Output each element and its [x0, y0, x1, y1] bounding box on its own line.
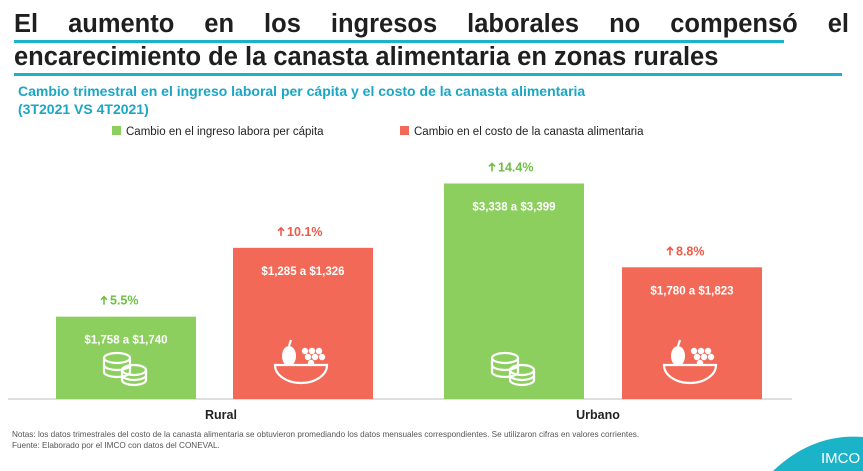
- category-label-rural: Rural: [205, 408, 237, 422]
- title-line-2: encarecimiento de la canasta alimentaria…: [14, 43, 719, 71]
- up-arrow-icon: [666, 246, 674, 256]
- bar-rural-income: [56, 316, 196, 399]
- coin-stack-right: [508, 370, 536, 387]
- title-underline-2: [14, 73, 842, 76]
- grape: [318, 353, 326, 361]
- range-label: $3,338 a $3,399: [472, 201, 555, 213]
- grape: [704, 347, 712, 355]
- legend-swatch-2: [400, 126, 409, 135]
- value-label: 8.8%: [676, 244, 705, 258]
- bar-rural-cost: [233, 247, 373, 399]
- legend-label-2: Cambio en el costo de la canasta aliment…: [414, 126, 644, 138]
- logo-swoosh: [773, 436, 863, 471]
- grape: [301, 347, 309, 355]
- coins-icon: [490, 351, 536, 387]
- grape: [315, 347, 323, 355]
- value-label: 10.1%: [287, 225, 322, 239]
- chart-subtitle: Cambio trimestral en el ingreso laboral …: [18, 82, 778, 118]
- coin-ring-right: [120, 374, 148, 382]
- grape: [304, 353, 312, 361]
- grape: [697, 347, 705, 355]
- fruit-basket-icon: [662, 339, 718, 385]
- up-arrow-icon: [277, 226, 285, 236]
- bar-chart: Cambio en el ingreso labora per cápita Ca…: [8, 126, 792, 422]
- grape: [690, 347, 698, 355]
- value-label: 5.5%: [110, 294, 139, 308]
- subtitle-line-2: (3T2021 VS 4T2021): [18, 101, 149, 117]
- coin-stack-right: [120, 370, 148, 387]
- category-label-urbano: Urbano: [576, 408, 620, 422]
- pear: [282, 346, 296, 366]
- up-arrow-icon: [100, 295, 108, 305]
- grape: [311, 353, 319, 361]
- title-line-1: El aumento en los ingresos laborales no …: [14, 10, 849, 38]
- grape: [696, 359, 704, 367]
- grape: [693, 353, 701, 361]
- title-underline-1: [14, 40, 784, 43]
- bar-urbano-income: [444, 183, 584, 399]
- up-arrow-icon: [488, 162, 496, 172]
- range-label: $1,285 a $1,326: [261, 266, 344, 278]
- range-label: $1,780 a $1,823: [650, 285, 733, 297]
- grape: [307, 359, 315, 367]
- grape: [700, 353, 708, 361]
- grape: [707, 353, 715, 361]
- bowl: [662, 363, 718, 385]
- chart-title: El aumento en los ingresos laborales no …: [14, 8, 849, 74]
- bar-urbano-cost: [622, 267, 762, 399]
- bowl: [273, 363, 329, 385]
- coin-ring-left: [490, 364, 520, 372]
- source-line: Fuente: Elaborado por el IMCO con datos …: [12, 440, 220, 450]
- pear-stem: [287, 339, 293, 347]
- legend-swatch-1: [112, 126, 121, 135]
- legend-label-1: Cambio en el ingreso labora per cápita: [126, 126, 324, 138]
- coins-icon: [102, 351, 148, 387]
- value-label: 14.4%: [498, 160, 533, 174]
- pear: [671, 346, 685, 366]
- notes-line: Notas: los datos trimestrales del costo …: [12, 430, 640, 439]
- coin-ring-left: [102, 364, 132, 372]
- coin-ring-right: [508, 374, 536, 382]
- logo-text: IMCO: [821, 450, 860, 467]
- coin-stack-left: [102, 358, 132, 379]
- range-label: $1,758 a $1,740: [84, 335, 167, 347]
- grape: [308, 347, 316, 355]
- pear-stem: [676, 339, 682, 347]
- imco-logo: IMCO: [773, 436, 863, 471]
- fruit-basket-icon: [273, 339, 329, 385]
- chart-notes: Notas: los datos trimestrales del costo …: [12, 430, 772, 451]
- subtitle-line-1: Cambio trimestral en el ingreso laboral …: [18, 83, 586, 99]
- coin-stack-left: [490, 358, 520, 379]
